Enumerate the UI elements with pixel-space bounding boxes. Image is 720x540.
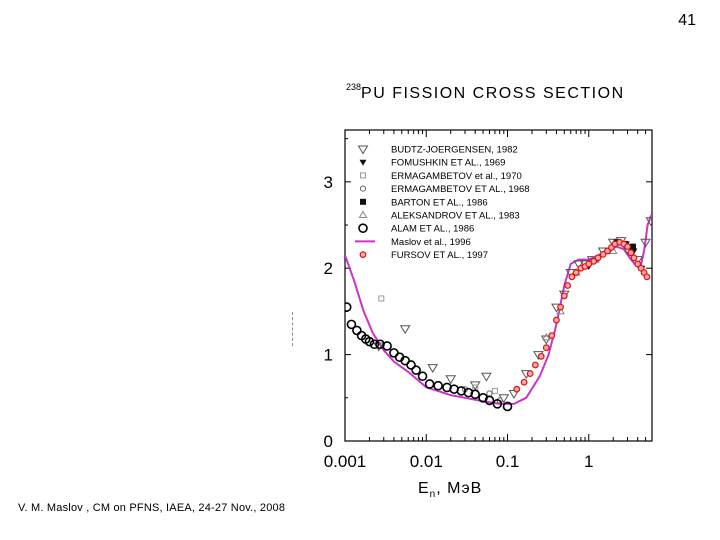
y-tick-label: 2	[324, 259, 333, 278]
y-tick-label: 0	[324, 432, 333, 451]
legend-label: ERMAGAMBETOV ET AL., 1968	[391, 184, 530, 195]
x-axis-label: En, MэB	[418, 480, 482, 500]
legend-marker	[359, 251, 367, 259]
legend-label: Maslov et al., 1996	[391, 237, 471, 248]
x-tick-label: 0.01	[410, 452, 443, 471]
data-point	[537, 352, 545, 360]
data-point	[643, 273, 651, 281]
legend-label: ERMAGAMBETOV et al., 1970	[391, 171, 522, 182]
data-point	[542, 344, 550, 352]
legend-label: BUDTZ-JOERGENSEN, 1982	[391, 145, 518, 156]
data-point	[526, 370, 534, 378]
data-point	[572, 269, 580, 276]
chart-title-text: PU FISSION CROSS SECTION	[361, 85, 625, 102]
legend-label: BARTON ET AL., 1986	[391, 197, 488, 208]
data-point	[594, 254, 602, 262]
data-point	[573, 260, 585, 270]
data-point	[645, 217, 652, 227]
x-axis-label-main: E	[418, 480, 430, 497]
data-point	[624, 243, 631, 251]
data-point	[484, 395, 495, 406]
data-point	[492, 399, 503, 409]
legend-marker	[359, 185, 367, 192]
chart-title-isotope: 238	[346, 82, 362, 92]
data-point	[541, 332, 551, 341]
series-line	[345, 214, 652, 405]
data-point	[364, 336, 375, 347]
plot-frame	[344, 129, 653, 442]
data-point	[369, 339, 380, 350]
data-point	[399, 325, 411, 335]
legend-marker	[358, 223, 368, 233]
x-tick-label: 0.001	[324, 452, 367, 471]
legend-marker	[358, 210, 368, 218]
data-point	[640, 238, 651, 248]
data-point	[548, 332, 556, 340]
data-point	[556, 306, 565, 315]
data-point	[599, 250, 607, 258]
data-point	[378, 295, 385, 302]
data-point	[557, 303, 564, 311]
data-point	[445, 375, 457, 385]
data-point	[406, 360, 416, 370]
chart-title: 238PU FISSION CROSS SECTION	[346, 82, 625, 103]
legend-label: FOMUSHKIN ET AL., 1969	[391, 158, 505, 169]
data-point	[470, 389, 480, 400]
x-axis-label-sub: n	[429, 489, 437, 501]
legend-marker	[359, 159, 367, 166]
slide-number: 41	[678, 12, 696, 29]
data-point	[560, 292, 568, 300]
x-tick-label: 0.1	[496, 452, 520, 471]
data-point	[513, 385, 521, 393]
plot-area	[345, 214, 652, 412]
data-point	[417, 371, 428, 382]
data-point	[629, 243, 636, 250]
data-point	[491, 387, 498, 394]
y-axis-label-fragment	[292, 312, 294, 346]
data-point	[531, 361, 539, 369]
data-point	[433, 380, 443, 391]
y-tick-label: 1	[324, 346, 333, 365]
data-point	[427, 364, 439, 374]
data-point	[481, 372, 492, 382]
data-point	[520, 378, 528, 386]
data-point	[590, 257, 598, 265]
footer-text: V. M. Maslov , CM on PFNS, IAEA, 24-27 N…	[18, 502, 286, 514]
y-tick-label: 3	[324, 173, 333, 192]
data-point	[486, 390, 493, 397]
data-point	[411, 365, 421, 375]
legend-marker	[360, 172, 366, 179]
data-point	[634, 260, 642, 268]
data-point	[502, 401, 513, 412]
data-point	[568, 273, 576, 281]
legend-marker	[357, 145, 369, 155]
data-point	[564, 282, 572, 289]
data-point	[346, 319, 357, 330]
legend-label: ALEKSANDROV ET AL., 1983	[391, 211, 520, 222]
data-point	[469, 381, 481, 391]
x-axis-label-unit: , MэB	[436, 480, 483, 497]
data-point	[553, 316, 560, 324]
data-point	[352, 325, 362, 336]
data-point	[424, 379, 435, 389]
legend-label: FURSOV ET AL., 1997	[391, 250, 488, 261]
legend-label: ALAM ET AL., 1986	[391, 224, 474, 235]
data-point	[463, 387, 474, 398]
x-tick-label: 1	[584, 452, 593, 471]
data-point	[630, 254, 638, 262]
data-point	[627, 249, 635, 257]
data-point	[345, 302, 352, 312]
legend-marker	[360, 198, 366, 205]
data-point	[382, 341, 392, 351]
